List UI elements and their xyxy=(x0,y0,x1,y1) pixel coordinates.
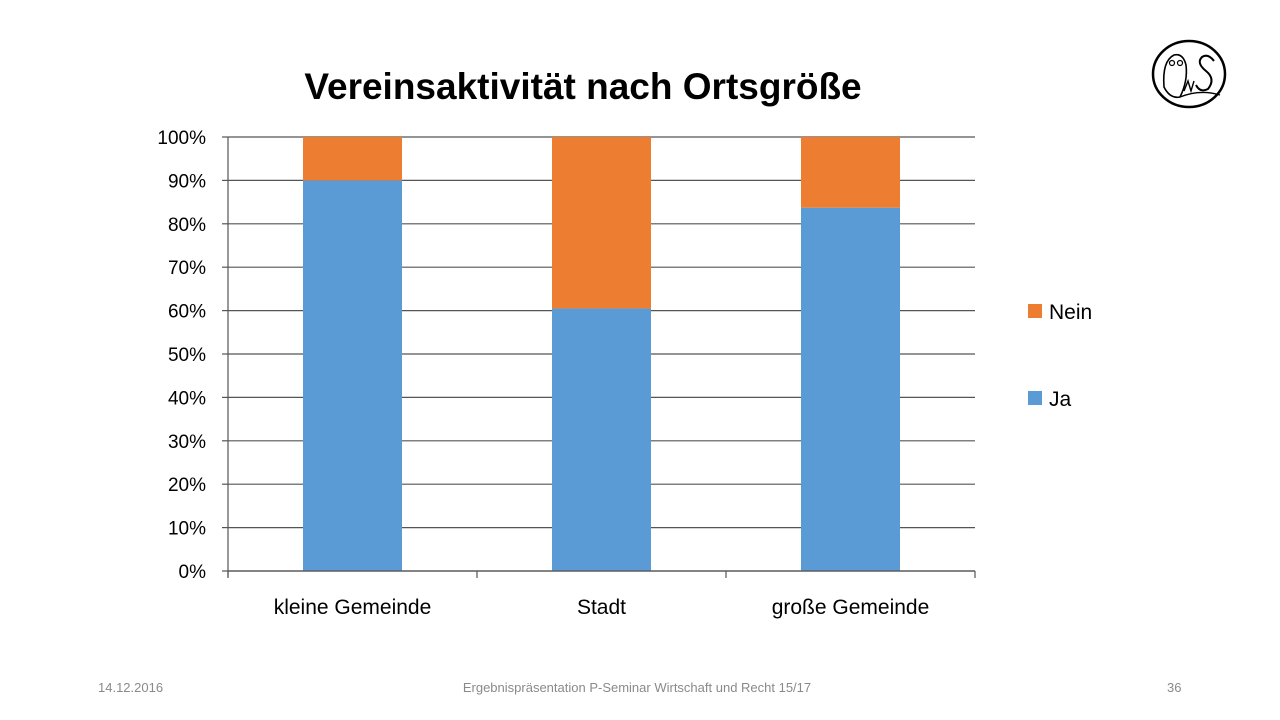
y-tick-label: 0% xyxy=(179,562,207,583)
y-tick-label: 80% xyxy=(168,215,206,236)
x-tick-label: kleine Gemeinde xyxy=(274,596,432,619)
bar-ja xyxy=(552,308,651,571)
x-tick-label: Stadt xyxy=(577,596,626,619)
legend-label-nein: Nein xyxy=(1049,301,1092,324)
footer-date: 14.12.2016 xyxy=(98,680,164,695)
y-tick-label: 10% xyxy=(168,519,206,540)
y-tick-label: 90% xyxy=(168,171,206,192)
owl-ms-logo-icon xyxy=(1151,39,1227,109)
bar-nein xyxy=(303,137,402,181)
legend-swatch-nein xyxy=(1028,304,1042,318)
chart-title: Vereinsaktivität nach Ortsgröße xyxy=(304,66,862,107)
bar-nein xyxy=(552,137,651,309)
x-tick-label: große Gemeinde xyxy=(772,596,930,619)
bar-ja xyxy=(303,180,402,571)
bar-ja xyxy=(801,207,900,571)
legend-label-ja: Ja xyxy=(1049,388,1072,411)
legend-swatch-ja xyxy=(1028,391,1042,405)
y-tick-label: 40% xyxy=(168,388,206,409)
y-tick-label: 60% xyxy=(168,302,206,323)
y-tick-label: 70% xyxy=(168,258,206,279)
y-tick-label: 30% xyxy=(168,432,206,453)
bar-nein xyxy=(801,137,900,208)
y-tick-label: 100% xyxy=(157,128,206,149)
y-tick-label: 50% xyxy=(168,345,206,366)
footer-text: Ergebnispräsentation P-Seminar Wirtschaf… xyxy=(462,680,812,695)
page-number: 36 xyxy=(1167,680,1182,695)
y-tick-label: 20% xyxy=(168,475,206,496)
